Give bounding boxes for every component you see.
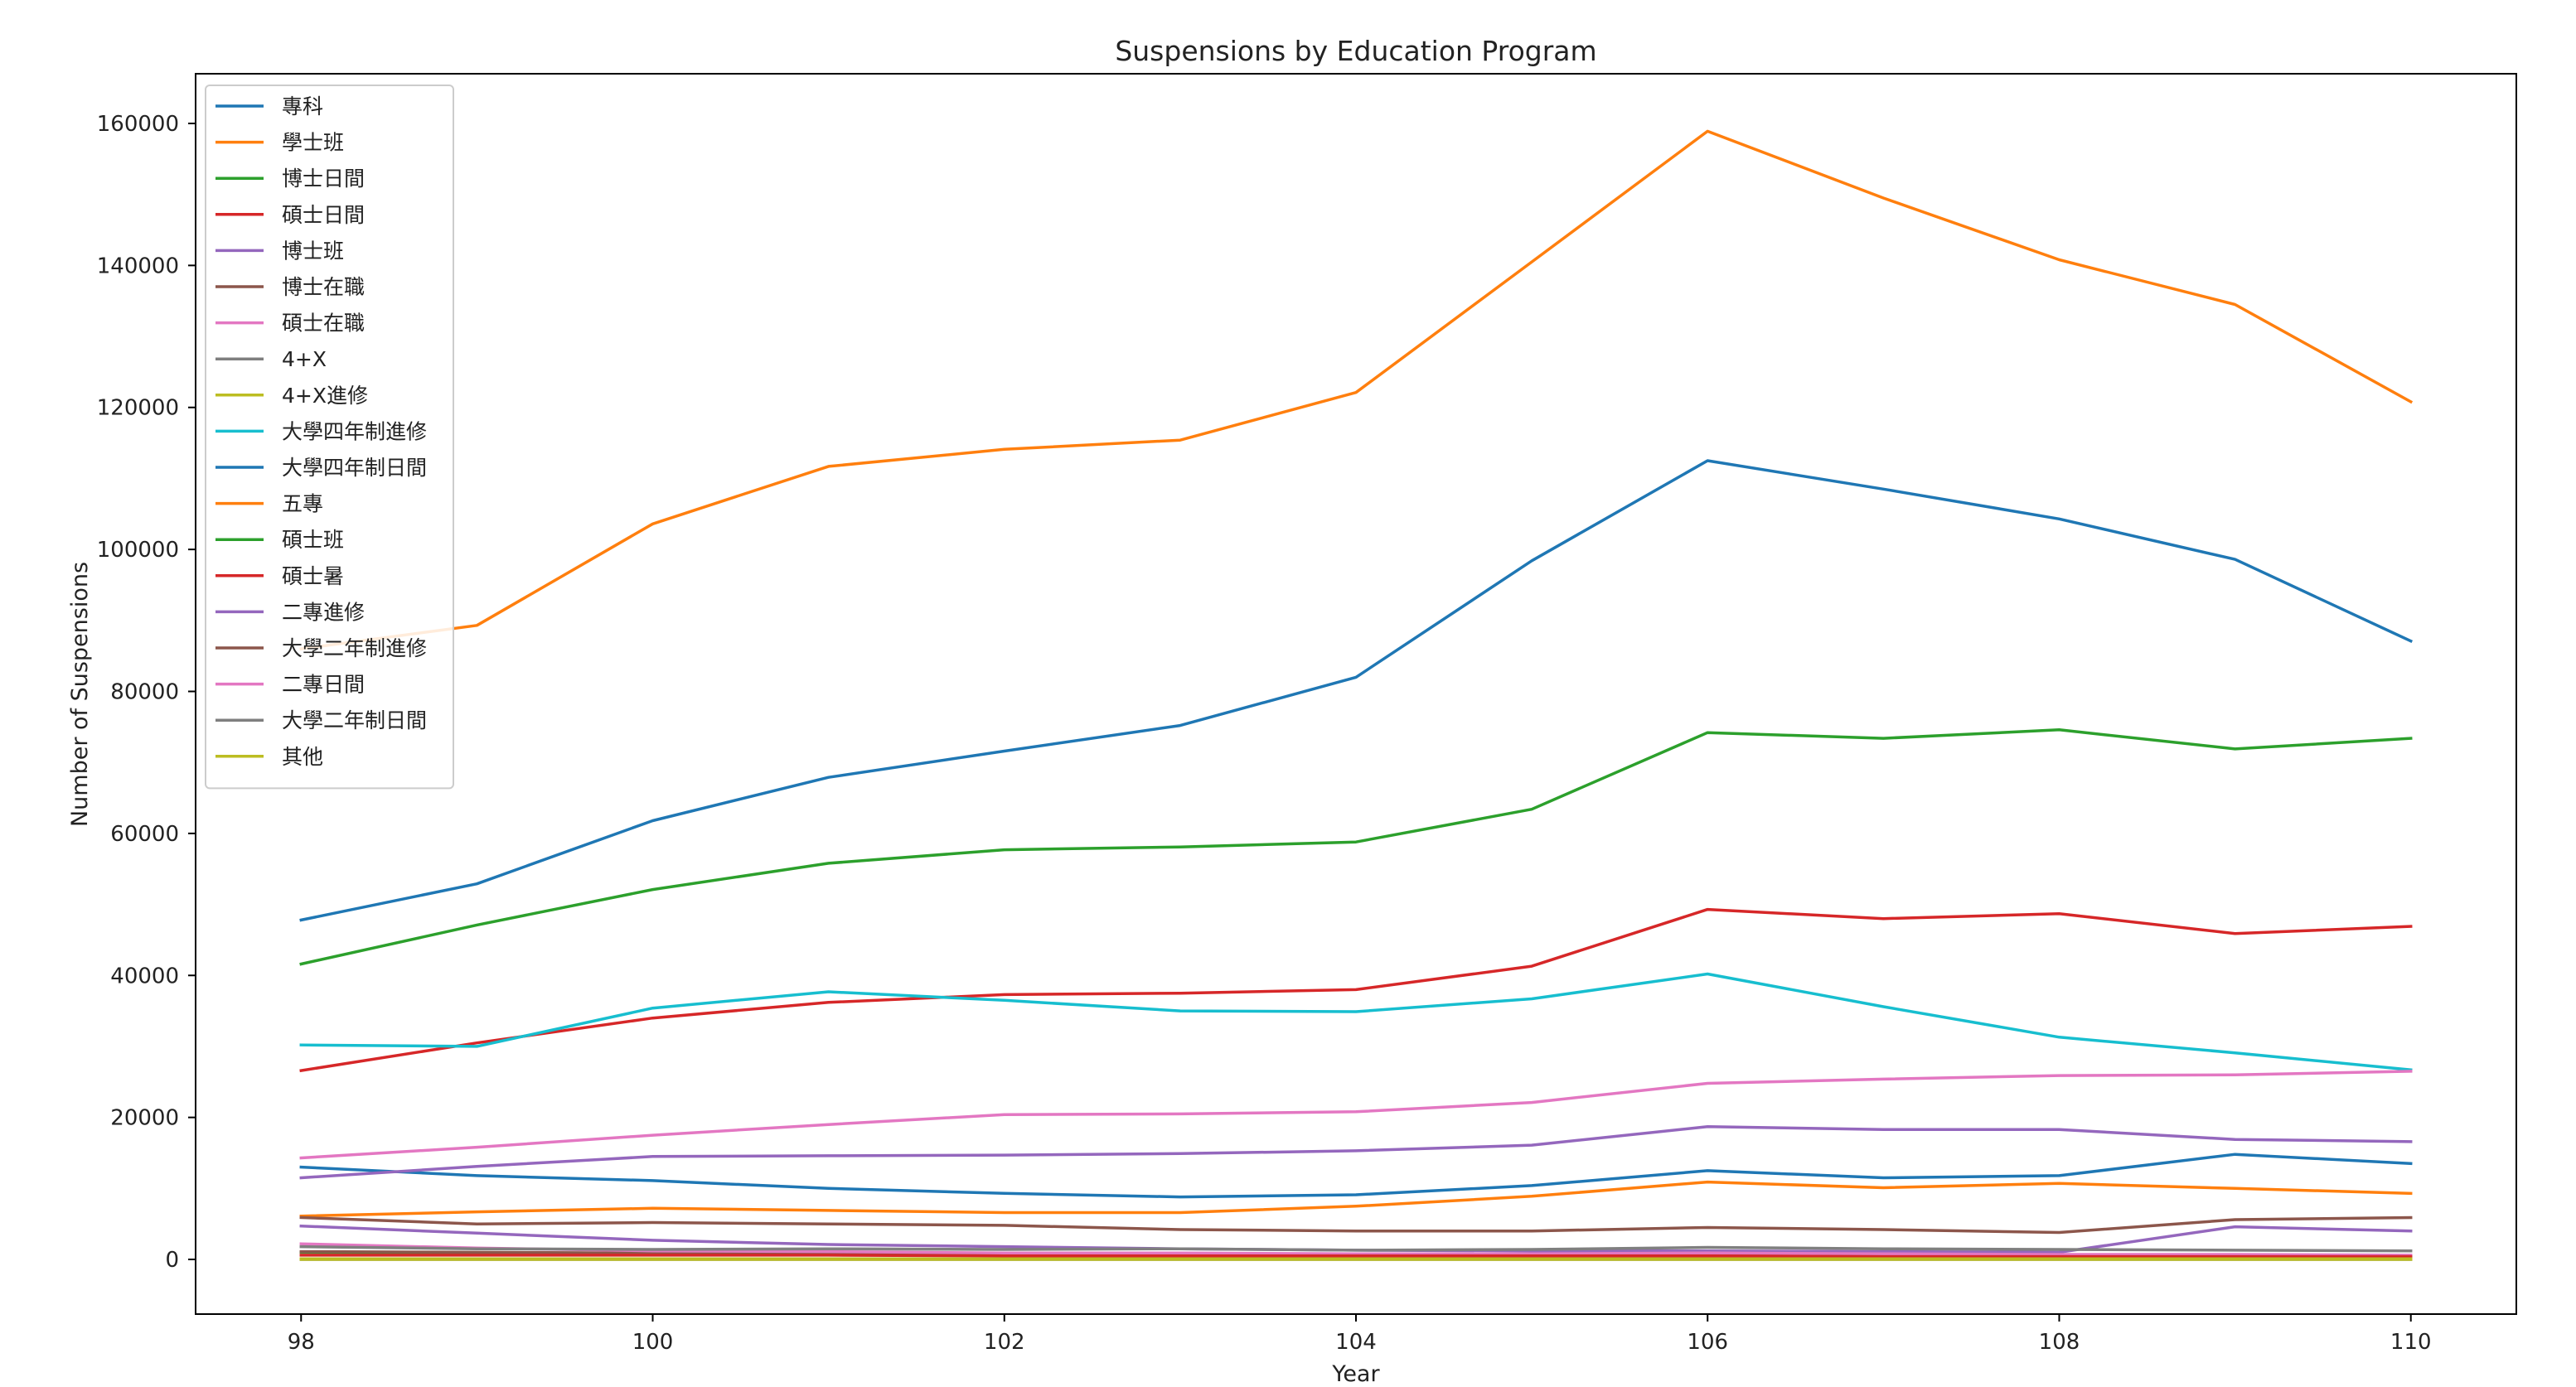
series-line-0 (299, 1153, 2413, 1199)
y-axis: 0 20000 40000 60000 80000 100000 120000 140000 1… (97, 112, 196, 1273)
legend-label-9: 大學四年制進修 (282, 419, 427, 443)
x-tick-label-0: 98 (288, 1330, 315, 1355)
y-tick-label-3: 60000 (110, 822, 179, 847)
series-line-13 (299, 1254, 2413, 1259)
legend-label-8: 4+X進修 (282, 384, 368, 408)
legend-label-10: 大學四年制日間 (282, 456, 427, 480)
series-line-3 (299, 907, 2413, 1073)
y-tick-label-6: 120000 (97, 396, 179, 421)
y-tick-label-4: 80000 (110, 680, 179, 705)
series-layer (299, 129, 2414, 1261)
y-tick-label-5: 100000 (97, 538, 179, 563)
chart-title: Suspensions by Education Program (1115, 35, 1596, 67)
series-line-16 (299, 1070, 2413, 1160)
series-line-12 (299, 728, 2413, 966)
x-tick-label-3: 104 (1335, 1330, 1377, 1355)
legend-label-4: 博士班 (282, 239, 344, 263)
legend-box (205, 85, 454, 790)
y-tick-label-2: 40000 (110, 964, 179, 988)
series-line-15 (299, 1215, 2413, 1235)
legend-label-11: 五專 (282, 492, 323, 516)
legend-label-16: 二專日間 (282, 673, 365, 697)
legend-label-0: 專科 (282, 94, 323, 118)
x-tick-label-1: 100 (632, 1330, 674, 1355)
y-tick-label-8: 160000 (97, 112, 179, 137)
legend-label-3: 碩士日間 (282, 203, 365, 227)
series-line-11 (299, 1180, 2413, 1218)
legend-label-18: 其他 (282, 745, 323, 769)
legend-label-12: 碩士班 (282, 528, 344, 552)
legend-label-6: 碩士在職 (282, 312, 365, 336)
x-tick-label-5: 108 (2039, 1330, 2080, 1355)
y-tick-label-1: 20000 (110, 1106, 179, 1131)
legend-label-15: 大學二年制進修 (282, 636, 427, 660)
legend-label-5: 博士在職 (282, 275, 365, 299)
legend-label-13: 碩士暑 (282, 564, 344, 588)
series-line-17 (299, 1244, 2413, 1253)
plot-frame (195, 73, 2517, 1315)
y-tick-label-0: 0 (165, 1248, 179, 1273)
x-axis: 98 100 102 104 106 108 110 (288, 1314, 2432, 1355)
series-line-1 (299, 129, 2414, 651)
series-line-10 (299, 459, 2414, 922)
x-tick-label-2: 102 (984, 1330, 1025, 1355)
legend-label-7: 4+X (282, 347, 327, 371)
legend-label-14: 二專進修 (282, 600, 365, 624)
y-axis-label: Number of Suspensions (67, 562, 93, 827)
x-tick-label-6: 110 (2390, 1330, 2432, 1355)
x-axis-label: Year (1331, 1361, 1380, 1387)
y-tick-label-7: 140000 (97, 254, 179, 278)
legend-label-17: 大學二年制日間 (282, 708, 427, 732)
legend-label-1: 學士班 (282, 131, 344, 155)
series-line-9 (299, 972, 2413, 1072)
series-line-14 (299, 1125, 2413, 1180)
legend-label-2: 博士日間 (282, 167, 365, 191)
x-tick-label-4: 106 (1687, 1330, 1728, 1355)
